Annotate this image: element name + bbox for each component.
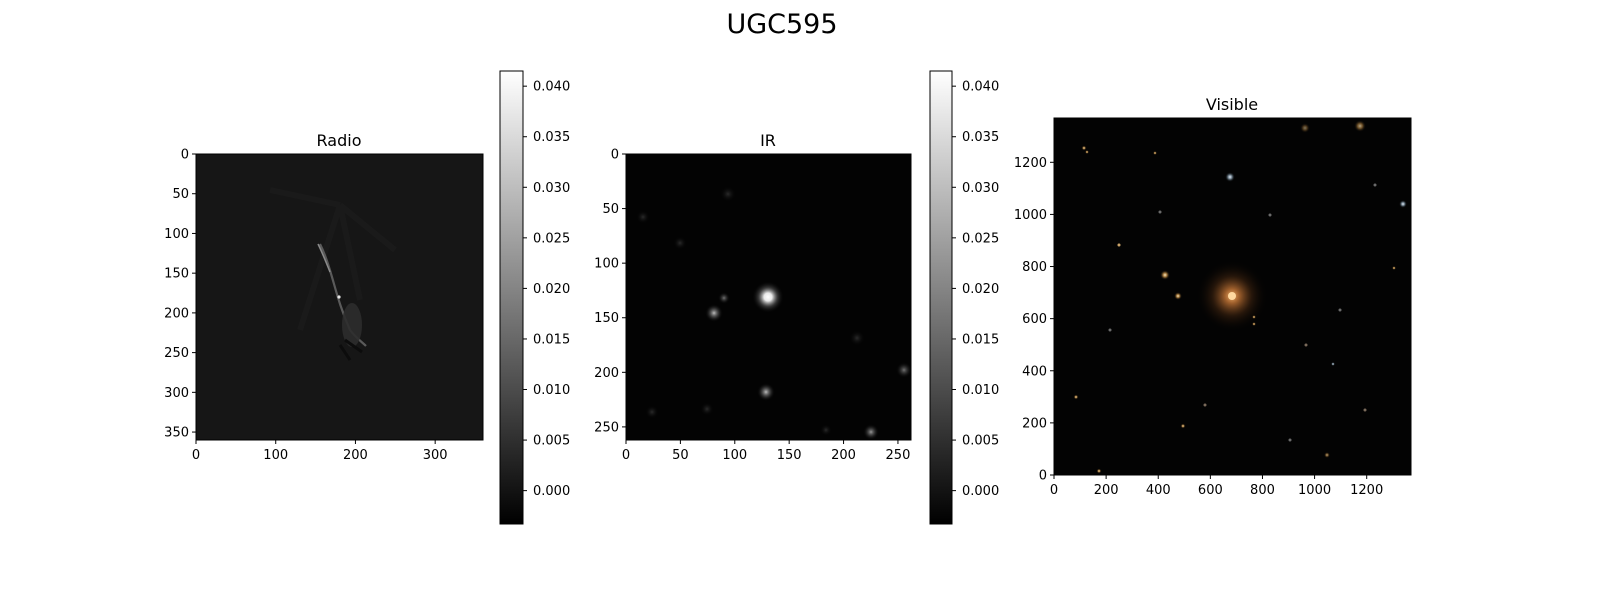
ir-colorbar-frame (929, 70, 953, 525)
radio-y-tick-label: 100 (164, 227, 189, 242)
ir-colorbar-tick-label: 0.035 (962, 130, 999, 145)
visible-y-tick-label: 400 (1022, 364, 1047, 379)
visible-y-axis: 0 200 400 600 800 1000 1200 (1014, 156, 1054, 484)
ir-y-axis: 0 50 100 150 200 250 (594, 148, 626, 435)
visible-image (1054, 118, 1411, 475)
radio-colorbar-tick-label: 0.025 (533, 231, 570, 246)
radio-y-tick-label: 300 (164, 386, 189, 401)
ir-x-axis: 0 50 100 150 200 250 (622, 440, 911, 463)
radio-x-axis: 0 100 200 300 (192, 440, 448, 463)
radio-y-tick-label: 250 (164, 346, 189, 361)
radio-colorbar-gradient (500, 71, 523, 524)
ir-colorbar-tick-label: 0.010 (962, 383, 999, 398)
radio-y-tick-label: 200 (164, 306, 189, 321)
radio-colorbar-tick-label: 0.020 (533, 282, 570, 297)
ir-y-tick-label: 250 (594, 420, 619, 435)
radio-colorbar: 0.000 0.005 0.010 0.015 0.020 0.025 0.030 0.035… (499, 70, 570, 525)
radio-colorbar-tick-label: 0.000 (533, 484, 570, 499)
radio-colorbar-frame (499, 70, 524, 525)
ir-colorbar-tick-label: 0.020 (962, 282, 999, 297)
radio-y-tick-label: 150 (164, 267, 189, 282)
radio-colorbar-tick-label: 0.040 (533, 80, 570, 95)
visible-frame (1053, 117, 1412, 476)
ir-colorbar-tick-label: 0.040 (962, 80, 999, 95)
radio-frame (195, 153, 484, 441)
visible-title: Visible (1206, 95, 1258, 114)
ir-colorbar-tick-label: 0.015 (962, 332, 999, 347)
visible-y-tick-label: 1200 (1014, 156, 1047, 171)
visible-x-tick-label: 400 (1146, 483, 1171, 498)
ir-x-tick-label: 0 (622, 448, 630, 463)
radio-x-tick-label: 100 (263, 448, 288, 463)
visible-x-tick-label: 1200 (1350, 483, 1383, 498)
radio-title: Radio (317, 131, 362, 150)
visible-y-tick-label: 600 (1022, 312, 1047, 327)
ir-y-tick-label: 100 (594, 257, 619, 272)
radio-y-tick-label: 50 (172, 187, 189, 202)
radio-colorbar-tick-label: 0.035 (533, 130, 570, 145)
ir-x-tick-label: 250 (886, 448, 911, 463)
ir-colorbar-gradient (930, 71, 952, 524)
visible-x-tick-label: 1000 (1298, 483, 1331, 498)
radio-colorbar-tick-label: 0.015 (533, 332, 570, 347)
ir-x-tick-label: 200 (831, 448, 856, 463)
radio-x-tick-label: 300 (423, 448, 448, 463)
ir-y-tick-label: 0 (611, 148, 619, 163)
ir-colorbar-tick-label: 0.000 (962, 484, 999, 499)
visible-panel: Visible (1014, 95, 1412, 498)
ir-colorbar-tick-label: 0.030 (962, 181, 999, 196)
radio-colorbar-ticks: 0.000 0.005 0.010 0.015 0.020 0.025 0.030 0.035… (523, 80, 570, 499)
figure-title: UGC595 (726, 9, 837, 40)
ir-x-tick-label: 150 (777, 448, 802, 463)
radio-panel: Radio 0 100 200 300 0 50 100 150 200 250 300 350 (164, 131, 484, 463)
ir-colorbar-tick-label: 0.005 (962, 434, 999, 449)
radio-colorbar-tick-label: 0.010 (533, 383, 570, 398)
ir-x-tick-label: 100 (722, 448, 747, 463)
ir-colorbar: 0.000 0.005 0.010 0.015 0.020 0.025 0.030 0.035… (929, 70, 999, 525)
radio-y-tick-label: 0 (181, 148, 189, 163)
ir-panel: IR 0 50 100 150 200 250 0 50 100 150 200 250 (594, 131, 912, 463)
visible-x-tick-label: 800 (1250, 483, 1275, 498)
radio-x-tick-label: 0 (192, 448, 200, 463)
radio-colorbar-tick-label: 0.005 (533, 434, 570, 449)
radio-colorbar-tick-label: 0.030 (533, 181, 570, 196)
visible-x-tick-label: 0 (1050, 483, 1058, 498)
ir-colorbar-ticks: 0.000 0.005 0.010 0.015 0.020 0.025 0.030 0.035… (952, 80, 999, 499)
ir-image (626, 154, 911, 440)
ir-colorbar-tick-label: 0.025 (962, 231, 999, 246)
visible-y-tick-label: 200 (1022, 416, 1047, 431)
radio-image (196, 154, 483, 440)
visible-x-axis: 0 200 400 600 800 1000 1200 (1050, 475, 1383, 498)
ir-y-tick-label: 50 (602, 202, 619, 217)
ir-frame (625, 153, 912, 441)
visible-y-tick-label: 1000 (1014, 208, 1047, 223)
visible-x-tick-label: 600 (1198, 483, 1223, 498)
ir-y-tick-label: 150 (594, 311, 619, 326)
ir-title: IR (760, 131, 776, 150)
visible-x-tick-label: 200 (1094, 483, 1119, 498)
visible-y-tick-label: 0 (1039, 469, 1047, 484)
radio-x-tick-label: 200 (343, 448, 368, 463)
ir-x-tick-label: 50 (672, 448, 689, 463)
radio-y-axis: 0 50 100 150 200 250 300 350 (164, 148, 196, 441)
visible-y-tick-label: 800 (1022, 260, 1047, 275)
ir-y-tick-label: 200 (594, 366, 619, 381)
radio-y-tick-label: 350 (164, 426, 189, 441)
